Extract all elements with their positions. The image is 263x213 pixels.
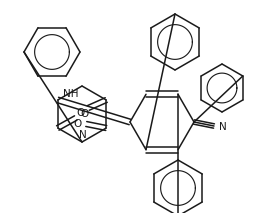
Text: O: O [81, 109, 89, 119]
Text: N: N [79, 130, 87, 140]
Text: O: O [76, 108, 84, 118]
Text: O: O [73, 119, 81, 129]
Text: N: N [219, 122, 227, 132]
Text: NH: NH [63, 89, 79, 99]
